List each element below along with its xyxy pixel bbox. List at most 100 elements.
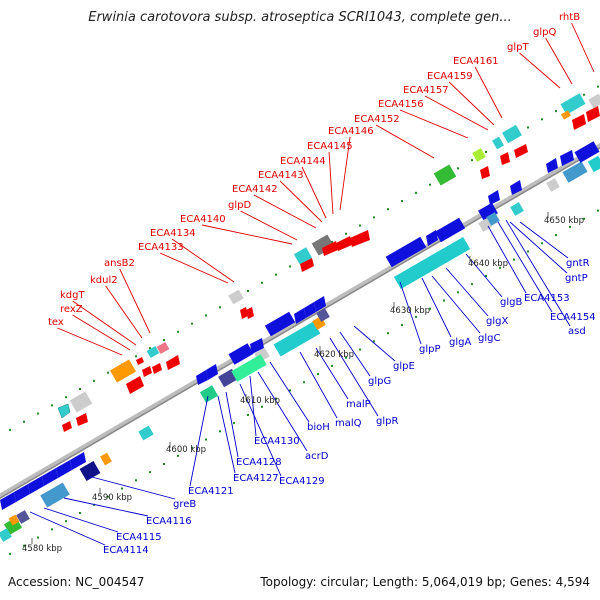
gene-arrow [56, 460, 72, 478]
forward-gene-label: ansB2 [104, 258, 135, 269]
track-dot [205, 438, 207, 441]
leader-line [253, 194, 317, 229]
gene-arrow [250, 338, 264, 354]
forward-gene-label: ECA4145 [307, 141, 353, 152]
track-dot [597, 209, 599, 212]
forward-gene-label: ECA4161 [453, 56, 499, 67]
track-dot [247, 413, 249, 416]
track-dot [37, 536, 39, 539]
gene-arrow [488, 190, 500, 205]
track-dot [65, 520, 67, 523]
track-dot [429, 307, 431, 310]
gene-block [100, 452, 112, 466]
reverse-gene-label: ECA4116 [146, 516, 192, 527]
gene-arrow [510, 180, 522, 195]
gene-arrow [196, 370, 208, 385]
gene-block [138, 425, 154, 441]
reverse-gene-label: ECA4130 [254, 436, 300, 447]
gene-arrow [206, 364, 218, 380]
gene-arrow [70, 452, 86, 470]
gene-block [146, 346, 160, 358]
gene-block [109, 359, 137, 383]
leader-line [315, 347, 349, 400]
leader-line [474, 66, 503, 119]
gene-arrow [480, 166, 490, 179]
leader-line [225, 391, 239, 458]
leader-line [509, 221, 568, 274]
gene-block [156, 342, 170, 354]
track-dot [457, 291, 459, 294]
gene-arrow [57, 403, 71, 419]
track-dot [261, 405, 263, 408]
leader-line [87, 475, 176, 500]
track-dot [555, 234, 557, 237]
gene-arrow [546, 158, 558, 173]
gene-arrow [152, 363, 162, 374]
track-dot [135, 355, 137, 358]
track-dot [177, 330, 179, 333]
gene-arrow [14, 484, 30, 502]
kbp-markers: 4580 kbp 4590 kbp 4600 kbp 4610 kbp 4620 kbp… [22, 212, 584, 554]
forward-gene-label: tex [48, 317, 64, 328]
leader-line [72, 314, 131, 351]
reverse-gene-label: gntR [566, 258, 590, 269]
kbp-label: 4630 kbp [390, 306, 430, 316]
track-dot [51, 404, 53, 407]
gene-block [231, 354, 267, 382]
track-dot [9, 428, 11, 431]
gene-arrow [76, 413, 88, 426]
forward-gene-label: ECA4156 [378, 99, 424, 110]
gene-block [478, 202, 498, 222]
reverse-gene-label: ECA4154 [550, 312, 596, 323]
leader-line [375, 124, 435, 159]
leader-line [43, 507, 119, 533]
leader-line [519, 221, 569, 259]
kbp-label: 4580 kbp [22, 544, 62, 554]
gene-block [510, 202, 524, 216]
reverse-gene-label: glpE [393, 361, 415, 372]
leader-line [465, 253, 503, 298]
track-dot [471, 283, 473, 286]
forward-gene-label: glpT [507, 42, 529, 53]
reverse-gene-label: greB [173, 499, 196, 510]
leader-line [257, 371, 308, 452]
gene-block [502, 124, 522, 144]
forward-strand-genes [57, 93, 600, 432]
reverse-gene-label: ECA4115 [116, 532, 162, 543]
gene-arrow [314, 296, 326, 312]
leader-line [328, 151, 334, 215]
reverse-gene-label: glgB [500, 297, 522, 308]
leader-line [105, 285, 143, 339]
leader-line [279, 180, 323, 223]
track-dot [415, 191, 417, 194]
gene-arrow [336, 236, 352, 251]
leader-line [399, 281, 422, 345]
reverse-gene-label: ECA4114 [103, 545, 149, 556]
leader-line [421, 277, 452, 338]
leader-line [299, 351, 338, 419]
track-dot [247, 289, 249, 292]
kbp-label: 4600 kbp [166, 445, 206, 455]
track-dot [79, 512, 81, 515]
track-dot [149, 347, 151, 350]
leader-line [159, 252, 229, 284]
forward-gene-label: ECA4133 [138, 242, 184, 253]
reverse-gene-label: glpR [376, 416, 398, 427]
leader-line [545, 37, 573, 85]
leader-line [448, 81, 495, 126]
reverse-gene-label: acrD [305, 451, 329, 462]
track-dot [149, 471, 151, 474]
gene-arrow [166, 355, 180, 370]
leader-line [445, 267, 489, 317]
gene-block [69, 391, 93, 413]
forward-gene-label: ECA4144 [280, 156, 326, 167]
leader-line [301, 166, 327, 219]
reverse-gene-label: glgC [478, 333, 500, 344]
leader-line [57, 327, 123, 356]
track-dot [9, 552, 11, 555]
leader-line [497, 221, 553, 313]
leader-line [240, 210, 298, 241]
track-dot [289, 265, 291, 268]
kbp-label: 4620 kbp [314, 350, 354, 360]
